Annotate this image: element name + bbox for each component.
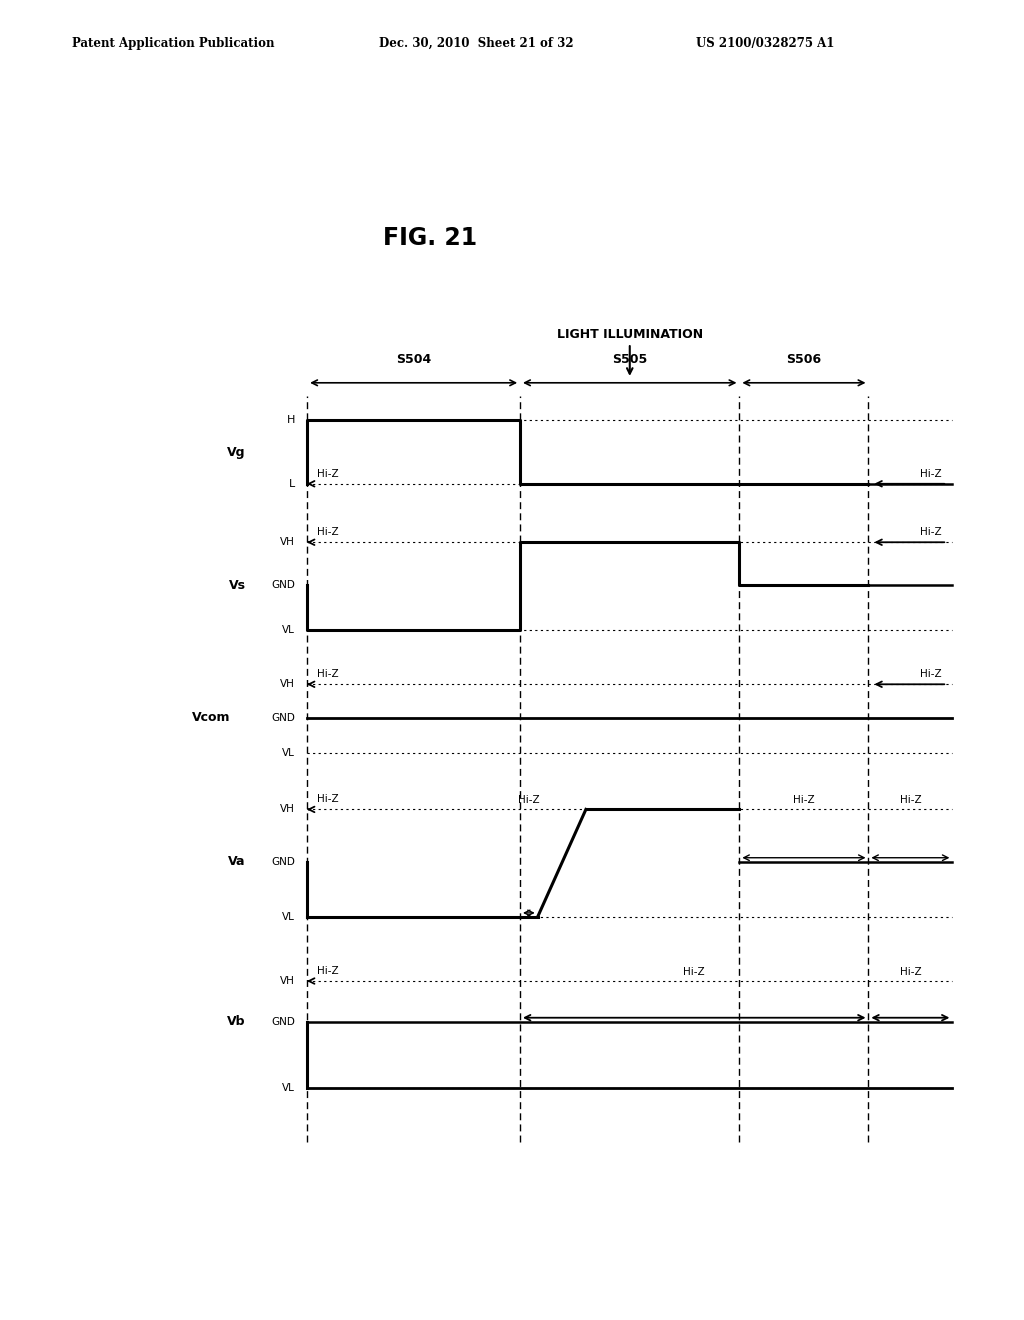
Text: L: L bbox=[289, 479, 295, 488]
Text: Hi-Z: Hi-Z bbox=[683, 968, 706, 977]
Text: US 2100/0328275 A1: US 2100/0328275 A1 bbox=[696, 37, 835, 50]
Text: VH: VH bbox=[280, 975, 295, 986]
Text: GND: GND bbox=[271, 1016, 295, 1027]
Text: Hi-Z: Hi-Z bbox=[317, 966, 339, 975]
Text: Vs: Vs bbox=[228, 578, 246, 591]
Text: Dec. 30, 2010  Sheet 21 of 32: Dec. 30, 2010 Sheet 21 of 32 bbox=[379, 37, 573, 50]
Text: S506: S506 bbox=[786, 352, 821, 366]
Text: Va: Va bbox=[228, 855, 246, 869]
Text: Vg: Vg bbox=[227, 446, 246, 458]
Text: S504: S504 bbox=[396, 352, 431, 366]
Text: VL: VL bbox=[282, 747, 295, 758]
Text: Hi-Z: Hi-Z bbox=[921, 527, 942, 537]
Text: Hi-Z: Hi-Z bbox=[518, 796, 540, 805]
Text: FIG. 21: FIG. 21 bbox=[383, 226, 477, 249]
Text: Hi-Z: Hi-Z bbox=[317, 795, 339, 804]
Text: GND: GND bbox=[271, 579, 295, 590]
Text: VH: VH bbox=[280, 680, 295, 689]
Text: Hi-Z: Hi-Z bbox=[317, 669, 339, 678]
Text: Vcom: Vcom bbox=[191, 711, 230, 725]
Text: VL: VL bbox=[282, 1084, 295, 1093]
Text: LIGHT ILLUMINATION: LIGHT ILLUMINATION bbox=[557, 327, 702, 341]
Text: Patent Application Publication: Patent Application Publication bbox=[72, 37, 274, 50]
Text: Vb: Vb bbox=[227, 1015, 246, 1028]
Text: VH: VH bbox=[280, 804, 295, 814]
Text: Hi-Z: Hi-Z bbox=[317, 469, 339, 479]
Text: H: H bbox=[287, 416, 295, 425]
Text: Hi-Z: Hi-Z bbox=[794, 796, 815, 805]
Text: Hi-Z: Hi-Z bbox=[317, 527, 339, 537]
Text: Hi-Z: Hi-Z bbox=[899, 796, 922, 805]
Text: VL: VL bbox=[282, 912, 295, 921]
Text: S505: S505 bbox=[612, 352, 647, 366]
Text: VL: VL bbox=[282, 626, 295, 635]
Text: GND: GND bbox=[271, 713, 295, 722]
Text: Hi-Z: Hi-Z bbox=[921, 669, 942, 678]
Text: Hi-Z: Hi-Z bbox=[899, 968, 922, 977]
Text: Hi-Z: Hi-Z bbox=[921, 469, 942, 479]
Text: VH: VH bbox=[280, 537, 295, 548]
Text: GND: GND bbox=[271, 857, 295, 867]
